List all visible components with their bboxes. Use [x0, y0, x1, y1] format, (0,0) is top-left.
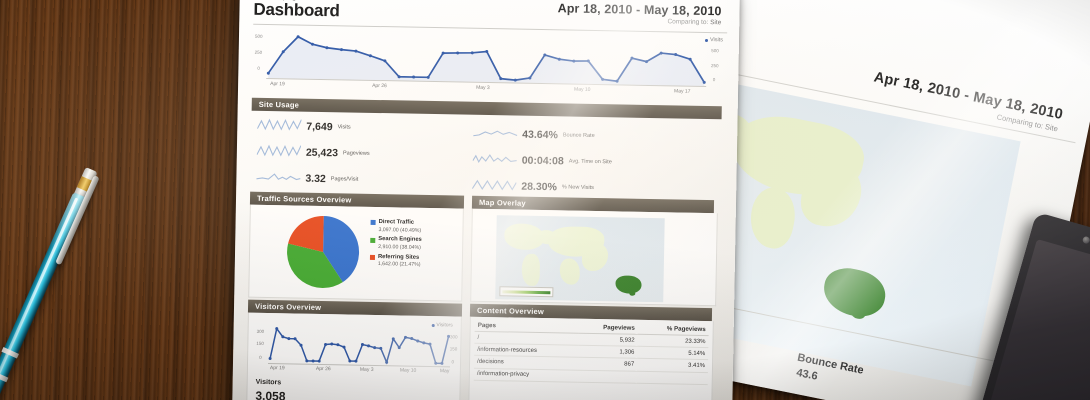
front-report-page: www.oic.qld.gov.au Dashboard Apr 18, 201…	[232, 0, 740, 400]
